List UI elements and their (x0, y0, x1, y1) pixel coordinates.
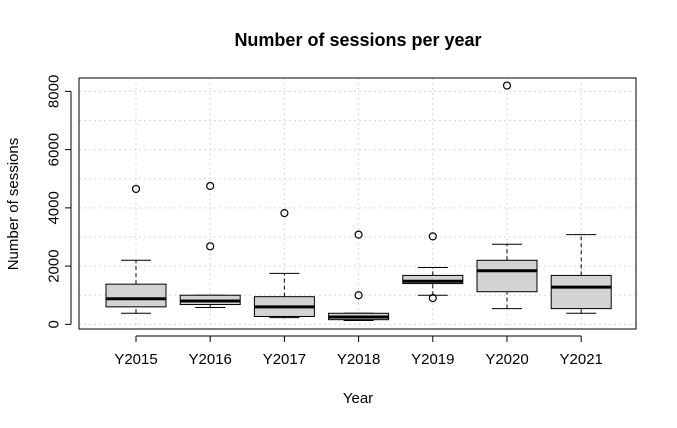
box-iqr (402, 274, 464, 285)
axes-layer: 0 2000 4000 6000 8000 Y2015 Y2016 Y2017 Y2018 Y20… (46, 75, 637, 368)
y-tick-label: 4000 (46, 191, 63, 224)
x-tick-label: Y2015 (114, 351, 157, 368)
y-tick-label: 2000 (46, 249, 63, 282)
chart-title: Number of sessions per year (234, 30, 481, 50)
x-tick-label: Y2020 (485, 351, 528, 368)
box-y2018 (328, 230, 390, 322)
box-y2020 (476, 81, 538, 310)
outlier-point (428, 232, 437, 241)
y-tick-label: 8000 (46, 75, 63, 108)
box-iqr (476, 259, 538, 293)
outlier-point (280, 209, 289, 218)
box-y2021 (550, 234, 612, 314)
plot-frame (78, 77, 637, 330)
outlier-point (354, 291, 363, 300)
box-y2017 (253, 209, 315, 319)
box-y2019 (402, 232, 464, 303)
outlier-point (428, 294, 437, 303)
y-tick-label: 6000 (46, 133, 63, 166)
box-iqr (105, 283, 167, 308)
box-y2016 (179, 181, 241, 308)
boxes-layer (105, 81, 612, 322)
outlier-point (206, 181, 215, 191)
x-tick-label: Y2021 (560, 351, 603, 368)
outlier-point (131, 184, 141, 194)
y-tick-label: 0 (46, 320, 63, 328)
x-tick-label: Y2018 (337, 351, 380, 368)
outlier-point (206, 242, 215, 251)
outlier-point (354, 230, 363, 239)
box-iqr (550, 274, 612, 310)
x-tick-label: Y2017 (263, 351, 306, 368)
x-tick-label: Y2019 (411, 351, 454, 368)
x-axis-label: Year (343, 390, 373, 407)
x-tick-label: Y2016 (189, 351, 232, 368)
box-y2015 (105, 184, 167, 314)
outlier-point (502, 81, 512, 90)
grid-layer (79, 78, 636, 329)
y-axis-label: Number of sessions (5, 138, 22, 271)
